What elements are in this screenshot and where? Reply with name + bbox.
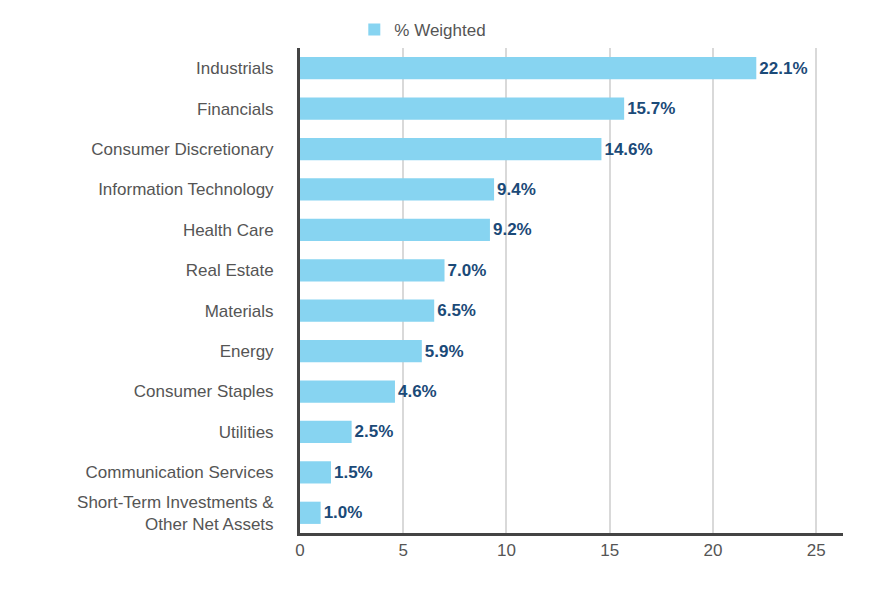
- svg-text:4.6%: 4.6%: [398, 382, 437, 401]
- svg-text:2.5%: 2.5%: [355, 422, 394, 441]
- svg-text:5: 5: [398, 541, 407, 560]
- svg-text:6.5%: 6.5%: [437, 301, 476, 320]
- svg-text:9.2%: 9.2%: [493, 220, 532, 239]
- svg-text:22.1%: 22.1%: [759, 59, 807, 78]
- svg-text:Consumer Discretionary: Consumer Discretionary: [91, 140, 274, 159]
- svg-text:Financials: Financials: [197, 100, 274, 119]
- svg-text:14.6%: 14.6%: [604, 140, 652, 159]
- svg-text:0: 0: [295, 541, 304, 560]
- svg-text:Energy: Energy: [220, 342, 274, 361]
- svg-text:20: 20: [703, 541, 722, 560]
- svg-text:1.5%: 1.5%: [334, 463, 373, 482]
- svg-text:Communication Services: Communication Services: [86, 463, 274, 482]
- svg-text:25: 25: [807, 541, 826, 560]
- svg-text:15.7%: 15.7%: [627, 99, 675, 118]
- svg-text:Materials: Materials: [205, 302, 274, 321]
- svg-text:Real Estate: Real Estate: [186, 261, 274, 280]
- svg-text:Industrials: Industrials: [196, 59, 273, 78]
- svg-text:10: 10: [497, 541, 516, 560]
- svg-text:Health Care: Health Care: [183, 221, 274, 240]
- svg-text:5.9%: 5.9%: [425, 342, 464, 361]
- svg-text:Short-Term Investments &Other: Short-Term Investments &Other Net Assets: [77, 493, 274, 534]
- svg-text:15: 15: [600, 541, 619, 560]
- svg-text:Information Technology: Information Technology: [98, 180, 274, 199]
- svg-text:9.4%: 9.4%: [497, 180, 536, 199]
- svg-text:Consumer Staples: Consumer Staples: [134, 382, 274, 401]
- svg-text:% Weighted: % Weighted: [394, 21, 485, 40]
- svg-text:Utilities: Utilities: [219, 423, 274, 442]
- svg-text:1.0%: 1.0%: [324, 503, 363, 522]
- svg-text:7.0%: 7.0%: [448, 261, 487, 280]
